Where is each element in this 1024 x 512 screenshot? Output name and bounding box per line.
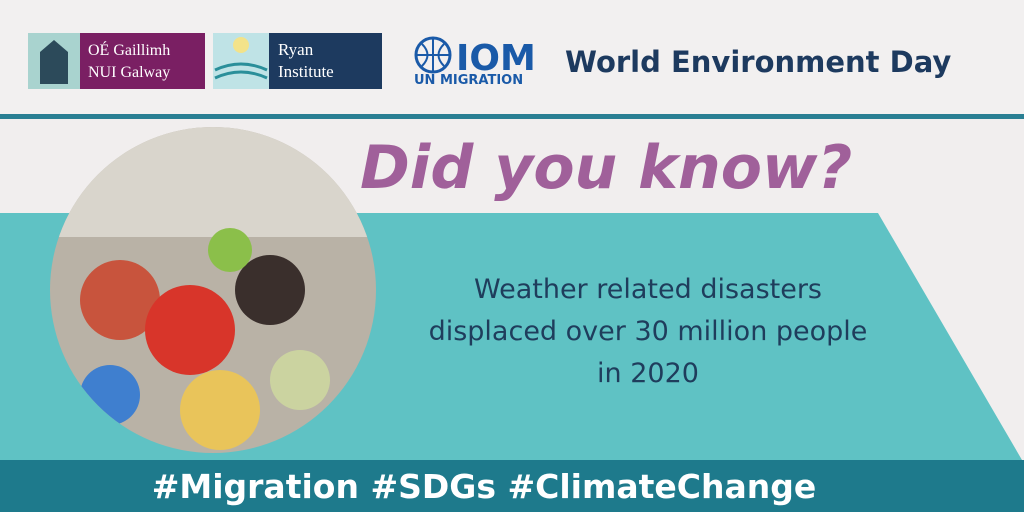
heading: Did you know? bbox=[360, 133, 852, 203]
ryan-line1: Ryan bbox=[278, 40, 314, 59]
hashtags: #Migration #SDGs #ClimateChange bbox=[152, 467, 817, 506]
ryan-sun bbox=[233, 37, 249, 53]
ryan-logo: Ryan Institute bbox=[213, 33, 382, 89]
photo-bundle bbox=[270, 350, 330, 410]
ryan-waves bbox=[214, 62, 268, 80]
photo-figure bbox=[235, 255, 305, 325]
header-rule bbox=[0, 114, 1024, 119]
photo-bundle bbox=[180, 370, 260, 450]
photo-figure bbox=[208, 228, 252, 272]
body-line: Weather related disasters bbox=[474, 274, 822, 305]
nui-name-irish: OÉ Gaillimh bbox=[88, 40, 170, 59]
body-line: displaced over 30 million people bbox=[429, 316, 868, 347]
iom-logo: IOM UN MIGRATION bbox=[414, 36, 536, 88]
iom-tagline: UN MIGRATION bbox=[414, 73, 523, 88]
nui-name-english: NUI Galway bbox=[88, 64, 170, 81]
photo-figure bbox=[145, 285, 235, 375]
nui-building bbox=[40, 40, 68, 84]
footer-bar bbox=[0, 460, 1024, 512]
header-title: World Environment Day bbox=[565, 45, 951, 79]
body-text: Weather related disasters displaced over… bbox=[429, 274, 868, 389]
body-line: in 2020 bbox=[597, 358, 699, 389]
ryan-line2: Institute bbox=[278, 62, 334, 81]
photo-figure bbox=[80, 260, 160, 340]
iom-globe-lines bbox=[416, 38, 450, 72]
photo bbox=[50, 127, 376, 453]
iom-name: IOM bbox=[456, 38, 536, 79]
nui-logo: OÉ Gaillimh NUI Galway bbox=[28, 33, 205, 89]
